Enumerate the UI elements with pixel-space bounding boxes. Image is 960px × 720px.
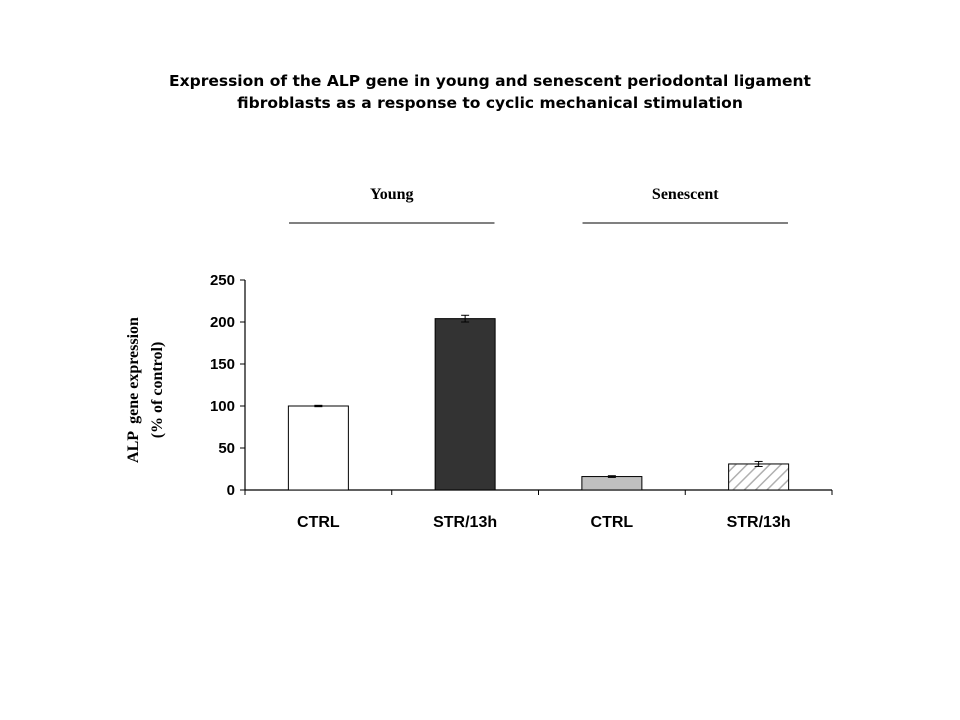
chart-title-line-2: fibroblasts as a response to cyclic mech… [237, 94, 743, 112]
y-tick-label: 100 [210, 398, 235, 415]
y-axis-label-line: ALP gene expression [125, 317, 142, 463]
y-tick-label: 150 [210, 356, 235, 373]
y-tick-label: 250 [210, 272, 235, 289]
category-label: CTRL [297, 514, 340, 531]
category-label: CTRL [591, 514, 634, 531]
y-tick-label: 200 [210, 314, 235, 331]
category-label: STR/13h [433, 514, 497, 531]
bar [581, 476, 643, 491]
group-label: Senescent [652, 186, 719, 203]
bar [287, 405, 349, 491]
chart-title-line-1: Expression of the ALP gene in young and … [169, 72, 811, 90]
category-label: STR/13h [727, 514, 791, 531]
group-label: Young [370, 186, 414, 203]
y-axis-label-line: (% of control) [149, 342, 166, 439]
bar [728, 463, 790, 491]
bar [434, 318, 496, 491]
y-tick-label: 50 [218, 440, 235, 457]
y-tick-label: 0 [227, 482, 235, 499]
